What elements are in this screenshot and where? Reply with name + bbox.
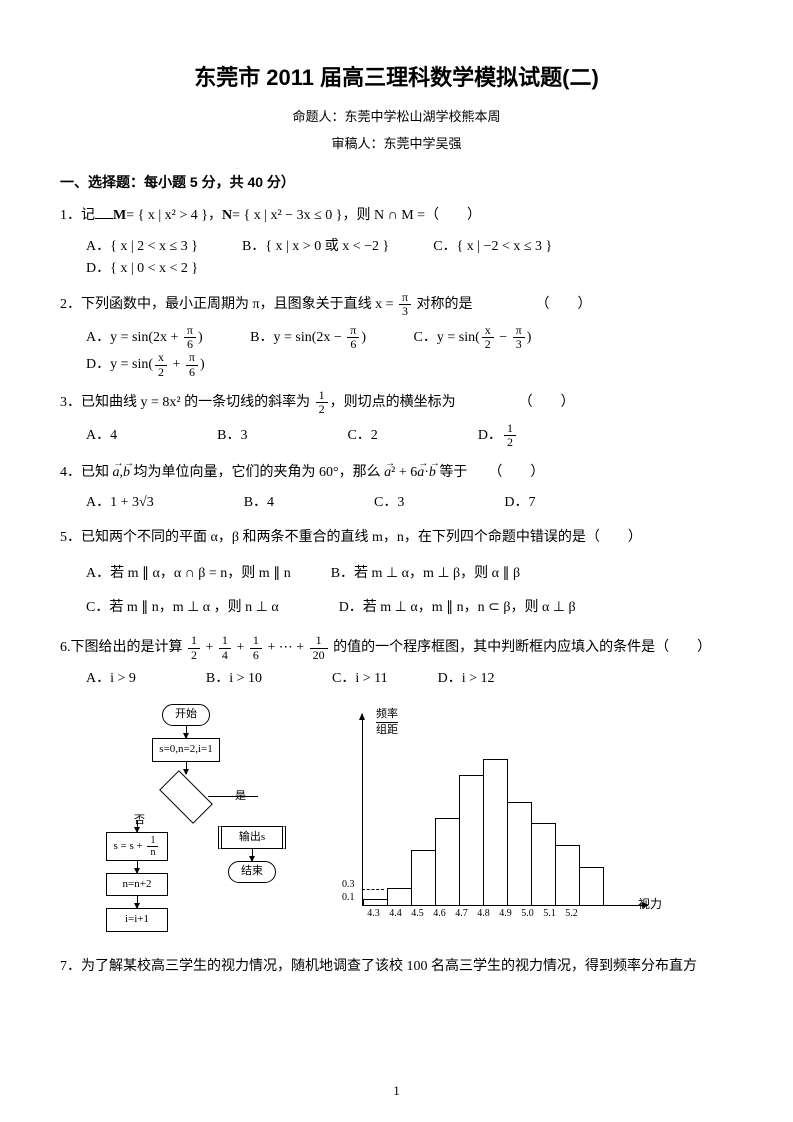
fc-decision bbox=[159, 770, 213, 824]
histogram: 频率组距 视力 0.3 0.1 4.34.44.54.64.74.84.95.0… bbox=[322, 704, 652, 934]
fc-assign-n: n=n+2 bbox=[106, 873, 168, 897]
q4-options: A．1 + 3√3B．4C．3D．7 bbox=[86, 492, 733, 514]
fc-start: 开始 bbox=[162, 704, 210, 726]
question-1: 1．记M= { x | x² > 4 }，N= { x | x² − 3x ≤ … bbox=[60, 203, 733, 230]
question-6: 6.下图给出的是计算 12 + 14 + 16 + ⋯ + 120 的值的一个程… bbox=[60, 634, 733, 662]
q5-options: A．若 m ∥ α，α ∩ β = n，则 m ∥ nB．若 m ⊥ α，m ⊥… bbox=[86, 557, 733, 624]
flowchart: 开始 s=0,n=2,i=1 是 否 s = s + 1n n=n+2 i=i+… bbox=[86, 704, 286, 931]
author-line: 命题人：东莞中学松山湖学校熊本周 bbox=[60, 107, 733, 128]
question-5: 5．已知两个不同的平面 α，β 和两条不重合的直线 m，n，在下列四个命题中错误… bbox=[60, 525, 733, 552]
question-7: 7．为了解某校高三学生的视力情况，随机地调查了该校 100 名高三学生的视力情况… bbox=[60, 954, 733, 981]
fc-assign-s: s = s + 1n bbox=[106, 832, 168, 861]
q1-options: A．{ x | 2 < x ≤ 3 }B．{ x | x > 0 或 x < −… bbox=[86, 236, 733, 281]
fc-assign-i: i=i+1 bbox=[106, 908, 168, 932]
q2-options: A．y = sin(2x + π6) B．y = sin(2x − π6) C．… bbox=[86, 324, 733, 379]
question-4: 4．已知 a,b 均为单位向量，它们的夹角为 60°，那么 a² + 6a·b … bbox=[60, 460, 733, 487]
section-heading-1: 一、选择题：每小题 5 分，共 40 分） bbox=[60, 171, 733, 193]
q6-options: A．i > 9B．i > 10C．i > 11D．i > 12 bbox=[86, 668, 733, 690]
reviewer-line: 审稿人：东莞中学吴强 bbox=[60, 134, 733, 155]
question-2: 2．下列函数中，最小正周期为 π，且图象关于直线 x = π3 对称的是 （ ） bbox=[60, 291, 733, 319]
fc-init: s=0,n=2,i=1 bbox=[152, 738, 219, 762]
page-number: 1 bbox=[0, 1081, 793, 1102]
fc-end: 结束 bbox=[228, 861, 276, 883]
question-3: 3．已知曲线 y = 8x² 的一条切线的斜率为 12，则切点的横坐标为 （ ） bbox=[60, 389, 733, 417]
page-title: 东莞市 2011 届高三理科数学模拟试题(二) bbox=[60, 60, 733, 95]
fc-output: 输出s bbox=[218, 826, 286, 850]
q3-options: A．4B．3C．2D．12 bbox=[86, 422, 733, 449]
